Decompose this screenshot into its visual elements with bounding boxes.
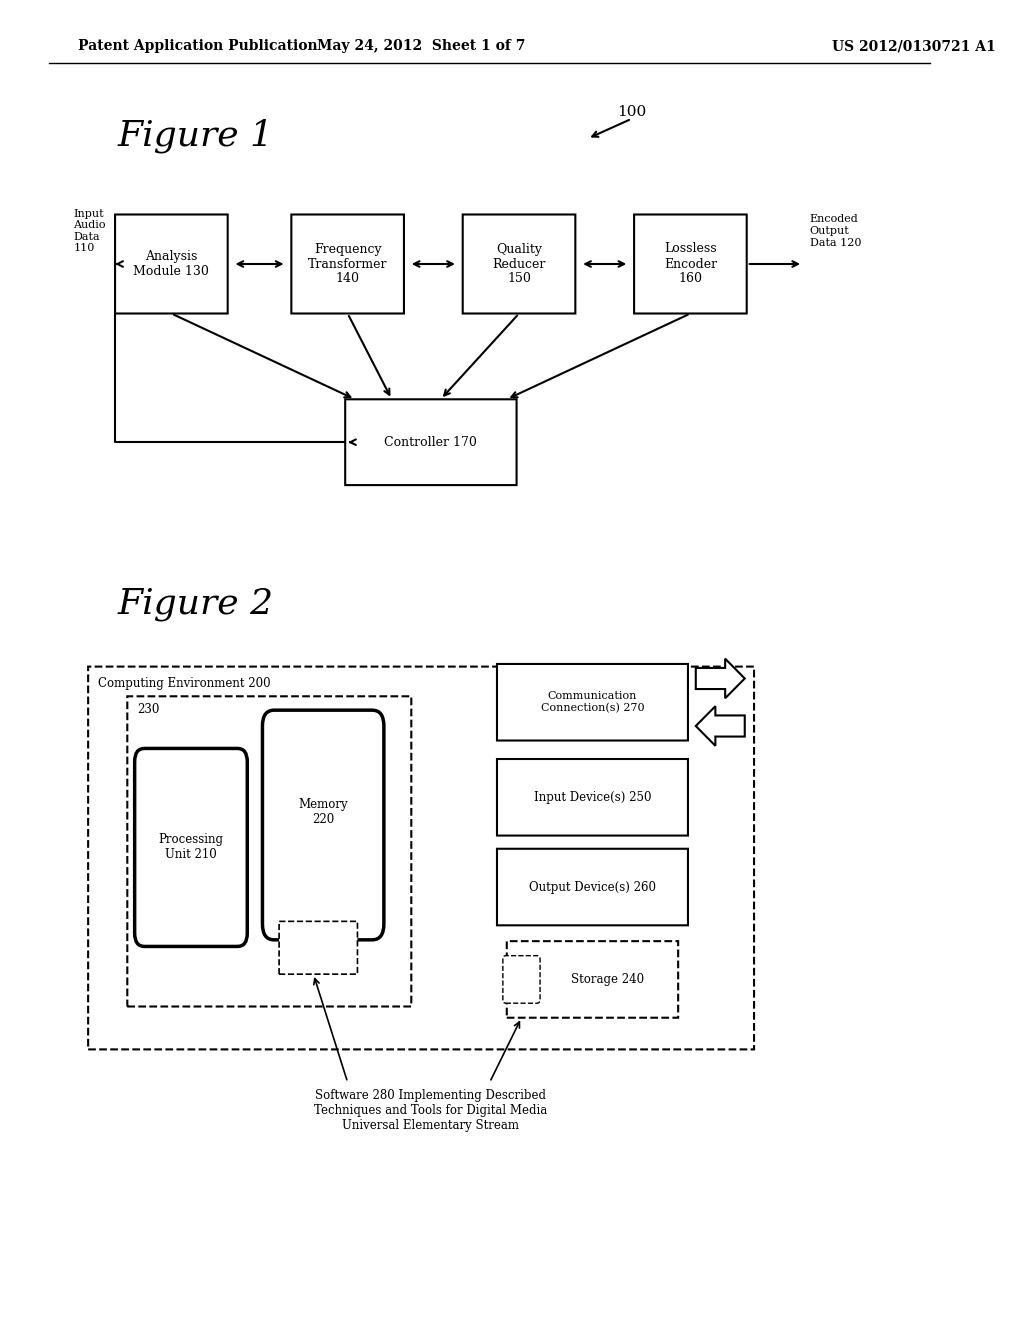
FancyBboxPatch shape: [115, 214, 227, 313]
Text: Processing
Unit 210: Processing Unit 210: [159, 833, 223, 862]
FancyBboxPatch shape: [497, 759, 688, 836]
Text: Memory
220: Memory 220: [298, 797, 348, 826]
Text: Software 280 Implementing Described
Techniques and Tools for Digital Media
Unive: Software 280 Implementing Described Tech…: [314, 1089, 548, 1133]
Text: Figure 2: Figure 2: [118, 587, 273, 622]
Text: May 24, 2012  Sheet 1 of 7: May 24, 2012 Sheet 1 of 7: [316, 40, 525, 53]
FancyBboxPatch shape: [345, 399, 516, 484]
FancyBboxPatch shape: [497, 849, 688, 925]
FancyBboxPatch shape: [292, 214, 403, 313]
Text: Frequency
Transformer
140: Frequency Transformer 140: [308, 243, 387, 285]
Text: Input Device(s) 250: Input Device(s) 250: [534, 791, 651, 804]
FancyBboxPatch shape: [634, 214, 746, 313]
FancyBboxPatch shape: [507, 941, 678, 1018]
FancyBboxPatch shape: [262, 710, 384, 940]
Text: Output Device(s) 260: Output Device(s) 260: [529, 880, 656, 894]
Text: Controller 170: Controller 170: [384, 436, 477, 449]
Text: Communication
Connection(s) 270: Communication Connection(s) 270: [541, 692, 644, 713]
Text: Storage 240: Storage 240: [570, 973, 644, 986]
Text: Computing Environment 200: Computing Environment 200: [98, 677, 270, 690]
Text: Figure 1: Figure 1: [118, 119, 273, 153]
Text: US 2012/0130721 A1: US 2012/0130721 A1: [833, 40, 996, 53]
FancyBboxPatch shape: [503, 956, 540, 1003]
Text: Lossless
Encoder
160: Lossless Encoder 160: [664, 243, 717, 285]
Text: Patent Application Publication: Patent Application Publication: [79, 40, 318, 53]
Text: Encoded
Output
Data 120: Encoded Output Data 120: [810, 214, 861, 248]
FancyBboxPatch shape: [280, 921, 357, 974]
Text: Analysis
Module 130: Analysis Module 130: [133, 249, 209, 279]
Polygon shape: [695, 706, 744, 746]
FancyBboxPatch shape: [463, 214, 575, 313]
Text: Input
Audio
Data
110: Input Audio Data 110: [74, 209, 105, 253]
Text: Quality
Reducer
150: Quality Reducer 150: [493, 243, 546, 285]
Polygon shape: [695, 659, 744, 698]
FancyBboxPatch shape: [88, 667, 754, 1049]
FancyBboxPatch shape: [134, 748, 247, 946]
Text: 230: 230: [137, 704, 160, 715]
Text: 100: 100: [616, 106, 646, 119]
FancyBboxPatch shape: [497, 664, 688, 741]
FancyBboxPatch shape: [127, 697, 412, 1006]
